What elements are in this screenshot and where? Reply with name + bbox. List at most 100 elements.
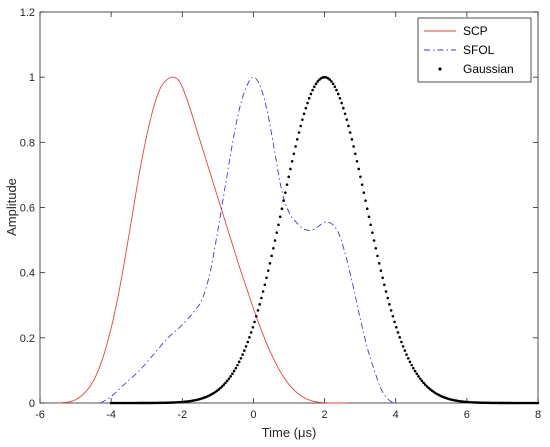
gaussian-point bbox=[335, 88, 338, 92]
gaussian-point bbox=[343, 112, 347, 116]
gaussian-point bbox=[309, 92, 313, 96]
gaussian-point bbox=[365, 207, 369, 211]
series-gaussian bbox=[109, 75, 540, 405]
gaussian-point bbox=[306, 101, 309, 105]
gaussian-point bbox=[266, 269, 270, 272]
gaussian-point bbox=[355, 160, 359, 163]
gaussian-point bbox=[424, 383, 427, 387]
gaussian-point bbox=[275, 231, 279, 234]
gaussian-point bbox=[362, 191, 366, 194]
gaussian-point bbox=[391, 314, 395, 318]
x-tick-label: 6 bbox=[464, 409, 470, 421]
gaussian-point bbox=[381, 276, 384, 280]
gaussian-point bbox=[220, 385, 224, 388]
gaussian-point bbox=[371, 231, 374, 234]
gaussian-point bbox=[369, 223, 372, 227]
gaussian-point bbox=[333, 85, 337, 89]
y-tick-labels: 0 0.2 0.4 0.6 0.8 1 1.2 bbox=[20, 7, 35, 410]
gaussian-point bbox=[217, 388, 221, 391]
gaussian-point bbox=[338, 96, 342, 100]
gaussian-point bbox=[376, 254, 379, 258]
x-tick-label: -6 bbox=[35, 409, 45, 421]
gaussian-point bbox=[294, 145, 297, 148]
gaussian-point bbox=[413, 369, 417, 373]
gaussian-point bbox=[272, 246, 275, 250]
gaussian-point bbox=[536, 401, 540, 405]
x-tick-label: 2 bbox=[322, 409, 328, 421]
gaussian-point bbox=[229, 375, 232, 378]
gaussian-point bbox=[244, 345, 248, 348]
gaussian-point bbox=[280, 207, 284, 211]
gaussian-point bbox=[234, 366, 238, 370]
gaussian-point bbox=[268, 262, 272, 265]
gaussian-point bbox=[415, 372, 419, 376]
gaussian-point bbox=[354, 152, 357, 156]
gaussian-point bbox=[253, 320, 256, 324]
gaussian-point bbox=[225, 379, 229, 383]
y-tick-label: 0.6 bbox=[20, 203, 35, 215]
gaussian-point bbox=[425, 385, 429, 388]
gaussian-point bbox=[311, 88, 314, 92]
gaussian-point bbox=[313, 85, 316, 89]
gaussian-point bbox=[418, 377, 422, 380]
gaussian-point bbox=[282, 199, 285, 202]
gaussian-point bbox=[304, 106, 308, 110]
y-tick-label: 1.2 bbox=[20, 7, 35, 19]
gaussian-point bbox=[342, 106, 345, 110]
gaussian-point bbox=[427, 386, 431, 390]
gaussian-point bbox=[249, 331, 253, 334]
gaussian-point bbox=[360, 183, 364, 186]
gaussian-point bbox=[377, 262, 381, 265]
gaussian-point bbox=[292, 152, 296, 156]
gaussian-point bbox=[278, 215, 282, 219]
gaussian-point bbox=[340, 101, 343, 105]
gaussian-point bbox=[410, 363, 413, 367]
gaussian-point bbox=[248, 336, 251, 339]
series-layer bbox=[57, 75, 540, 405]
gaussian-point bbox=[331, 82, 335, 86]
series-scp-line bbox=[57, 76, 346, 404]
gaussian-point bbox=[258, 303, 261, 306]
gaussian-point bbox=[219, 386, 222, 390]
gaussian-point bbox=[388, 303, 391, 306]
gaussian-point bbox=[222, 383, 226, 387]
gaussian-point bbox=[350, 138, 354, 141]
gaussian-point bbox=[287, 175, 291, 179]
x-tick-label: 0 bbox=[250, 409, 256, 421]
gaussian-point bbox=[227, 377, 231, 380]
gaussian-point bbox=[403, 349, 407, 352]
gaussian-point bbox=[345, 118, 349, 121]
gaussian-point bbox=[330, 80, 333, 83]
gaussian-point bbox=[357, 167, 361, 171]
gaussian-point bbox=[261, 290, 265, 293]
gaussian-point bbox=[237, 360, 241, 364]
gaussian-point bbox=[393, 320, 396, 324]
gaussian-point bbox=[359, 175, 362, 179]
series-sfol-line bbox=[100, 76, 395, 404]
legend-scp-label: SCP bbox=[463, 24, 488, 38]
y-tick-label: 1 bbox=[29, 72, 35, 84]
gaussian-point bbox=[239, 357, 243, 360]
gaussian-point bbox=[401, 345, 405, 348]
x-tick-label: 8 bbox=[535, 409, 541, 421]
gaussian-point bbox=[408, 360, 412, 364]
gaussian-point bbox=[277, 223, 280, 227]
gaussian-point bbox=[263, 283, 267, 287]
x-tick-label: 4 bbox=[393, 409, 399, 421]
y-tick-label: 0.2 bbox=[20, 333, 35, 345]
gaussian-point bbox=[314, 82, 318, 86]
gaussian-point bbox=[224, 381, 227, 385]
gaussian-point bbox=[328, 78, 331, 81]
gaussian-point bbox=[241, 353, 244, 356]
gaussian-point bbox=[352, 145, 355, 148]
gaussian-point bbox=[285, 183, 289, 186]
gaussian-point bbox=[406, 357, 410, 360]
gaussian-point bbox=[251, 325, 255, 329]
gaussian-point bbox=[302, 112, 306, 116]
gaussian-point bbox=[417, 375, 420, 378]
legend-gaussian-label: Gaussian bbox=[463, 62, 514, 76]
gaussian-point bbox=[236, 363, 239, 367]
gaussian-point bbox=[270, 254, 273, 258]
gaussian-point bbox=[232, 369, 236, 373]
gaussian-point bbox=[394, 325, 398, 329]
